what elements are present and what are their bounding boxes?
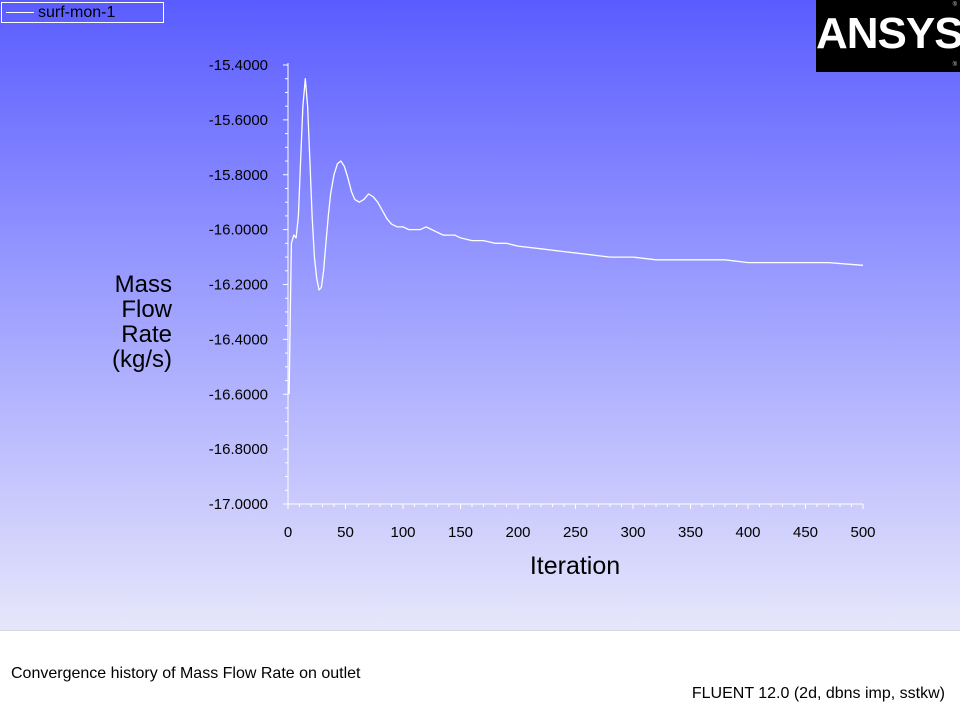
x-tick-label: 50 xyxy=(337,524,354,541)
logo-trademark-bottom: ® xyxy=(952,62,957,68)
x-tick-label: 100 xyxy=(390,524,415,541)
x-tick-label: 500 xyxy=(850,524,875,541)
legend: surf-mon-1 xyxy=(1,2,164,23)
ticks: -15.4000 -15.6000 -15.8000 -16.0000 -16.2000… xyxy=(209,57,876,541)
y-axis-label-line-1: Mass xyxy=(114,271,172,298)
x-tick-label: 350 xyxy=(678,524,703,541)
plot-area: -15.4000 -15.6000 -15.8000 -16.0000 -16.2000… xyxy=(0,0,960,630)
series-layer xyxy=(288,78,864,395)
y-tick-label: -16.4000 xyxy=(209,331,268,348)
y-axis-label-line-3: Rate xyxy=(121,321,172,348)
y-tick-label: -17.0000 xyxy=(209,496,268,513)
x-axis-label: Iteration xyxy=(529,552,621,580)
y-axis-label-line-2: Flow xyxy=(121,296,172,323)
y-tick-label: -16.8000 xyxy=(209,441,268,458)
legend-line-swatch xyxy=(6,12,34,13)
y-tick-label: -15.8000 xyxy=(209,167,268,184)
x-tick-label: 0 xyxy=(284,524,292,541)
plot-caption: Convergence history of Mass Flow Rate on… xyxy=(11,665,361,682)
y-tick-label: -15.6000 xyxy=(209,112,268,129)
x-tick-label: 300 xyxy=(620,524,645,541)
y-tick-label: -16.2000 xyxy=(209,277,268,294)
solver-version: FLUENT 12.0 (2d, dbns imp, sstkw) xyxy=(691,685,945,702)
y-tick-label: -15.4000 xyxy=(209,57,268,74)
x-tick-label: 400 xyxy=(735,524,760,541)
y-axis-label-line-4: (kg/s) xyxy=(112,346,172,373)
y-tick-label: -16.0000 xyxy=(209,222,268,239)
ansys-logo: ANSYS ® ® xyxy=(816,0,960,72)
y-tick-label: -16.6000 xyxy=(209,386,268,403)
x-tick-label: 250 xyxy=(563,524,588,541)
line-chart: -15.4000 -15.6000 -15.8000 -16.0000 -16.2000… xyxy=(209,57,876,541)
x-tick-label: 150 xyxy=(448,524,473,541)
logo-trademark-top: ® xyxy=(952,2,957,8)
x-tick-label: 200 xyxy=(505,524,530,541)
footer-panel: Convergence history of Mass Flow Rate on… xyxy=(0,630,960,720)
series-line-surf-mon-1 xyxy=(288,78,864,395)
x-tick-label: 450 xyxy=(793,524,818,541)
legend-label: surf-mon-1 xyxy=(38,4,116,21)
logo-text: ANSYS xyxy=(816,9,960,58)
axes xyxy=(287,63,863,505)
y-axis-label: Mass Flow Rate (kg/s) xyxy=(100,272,172,372)
